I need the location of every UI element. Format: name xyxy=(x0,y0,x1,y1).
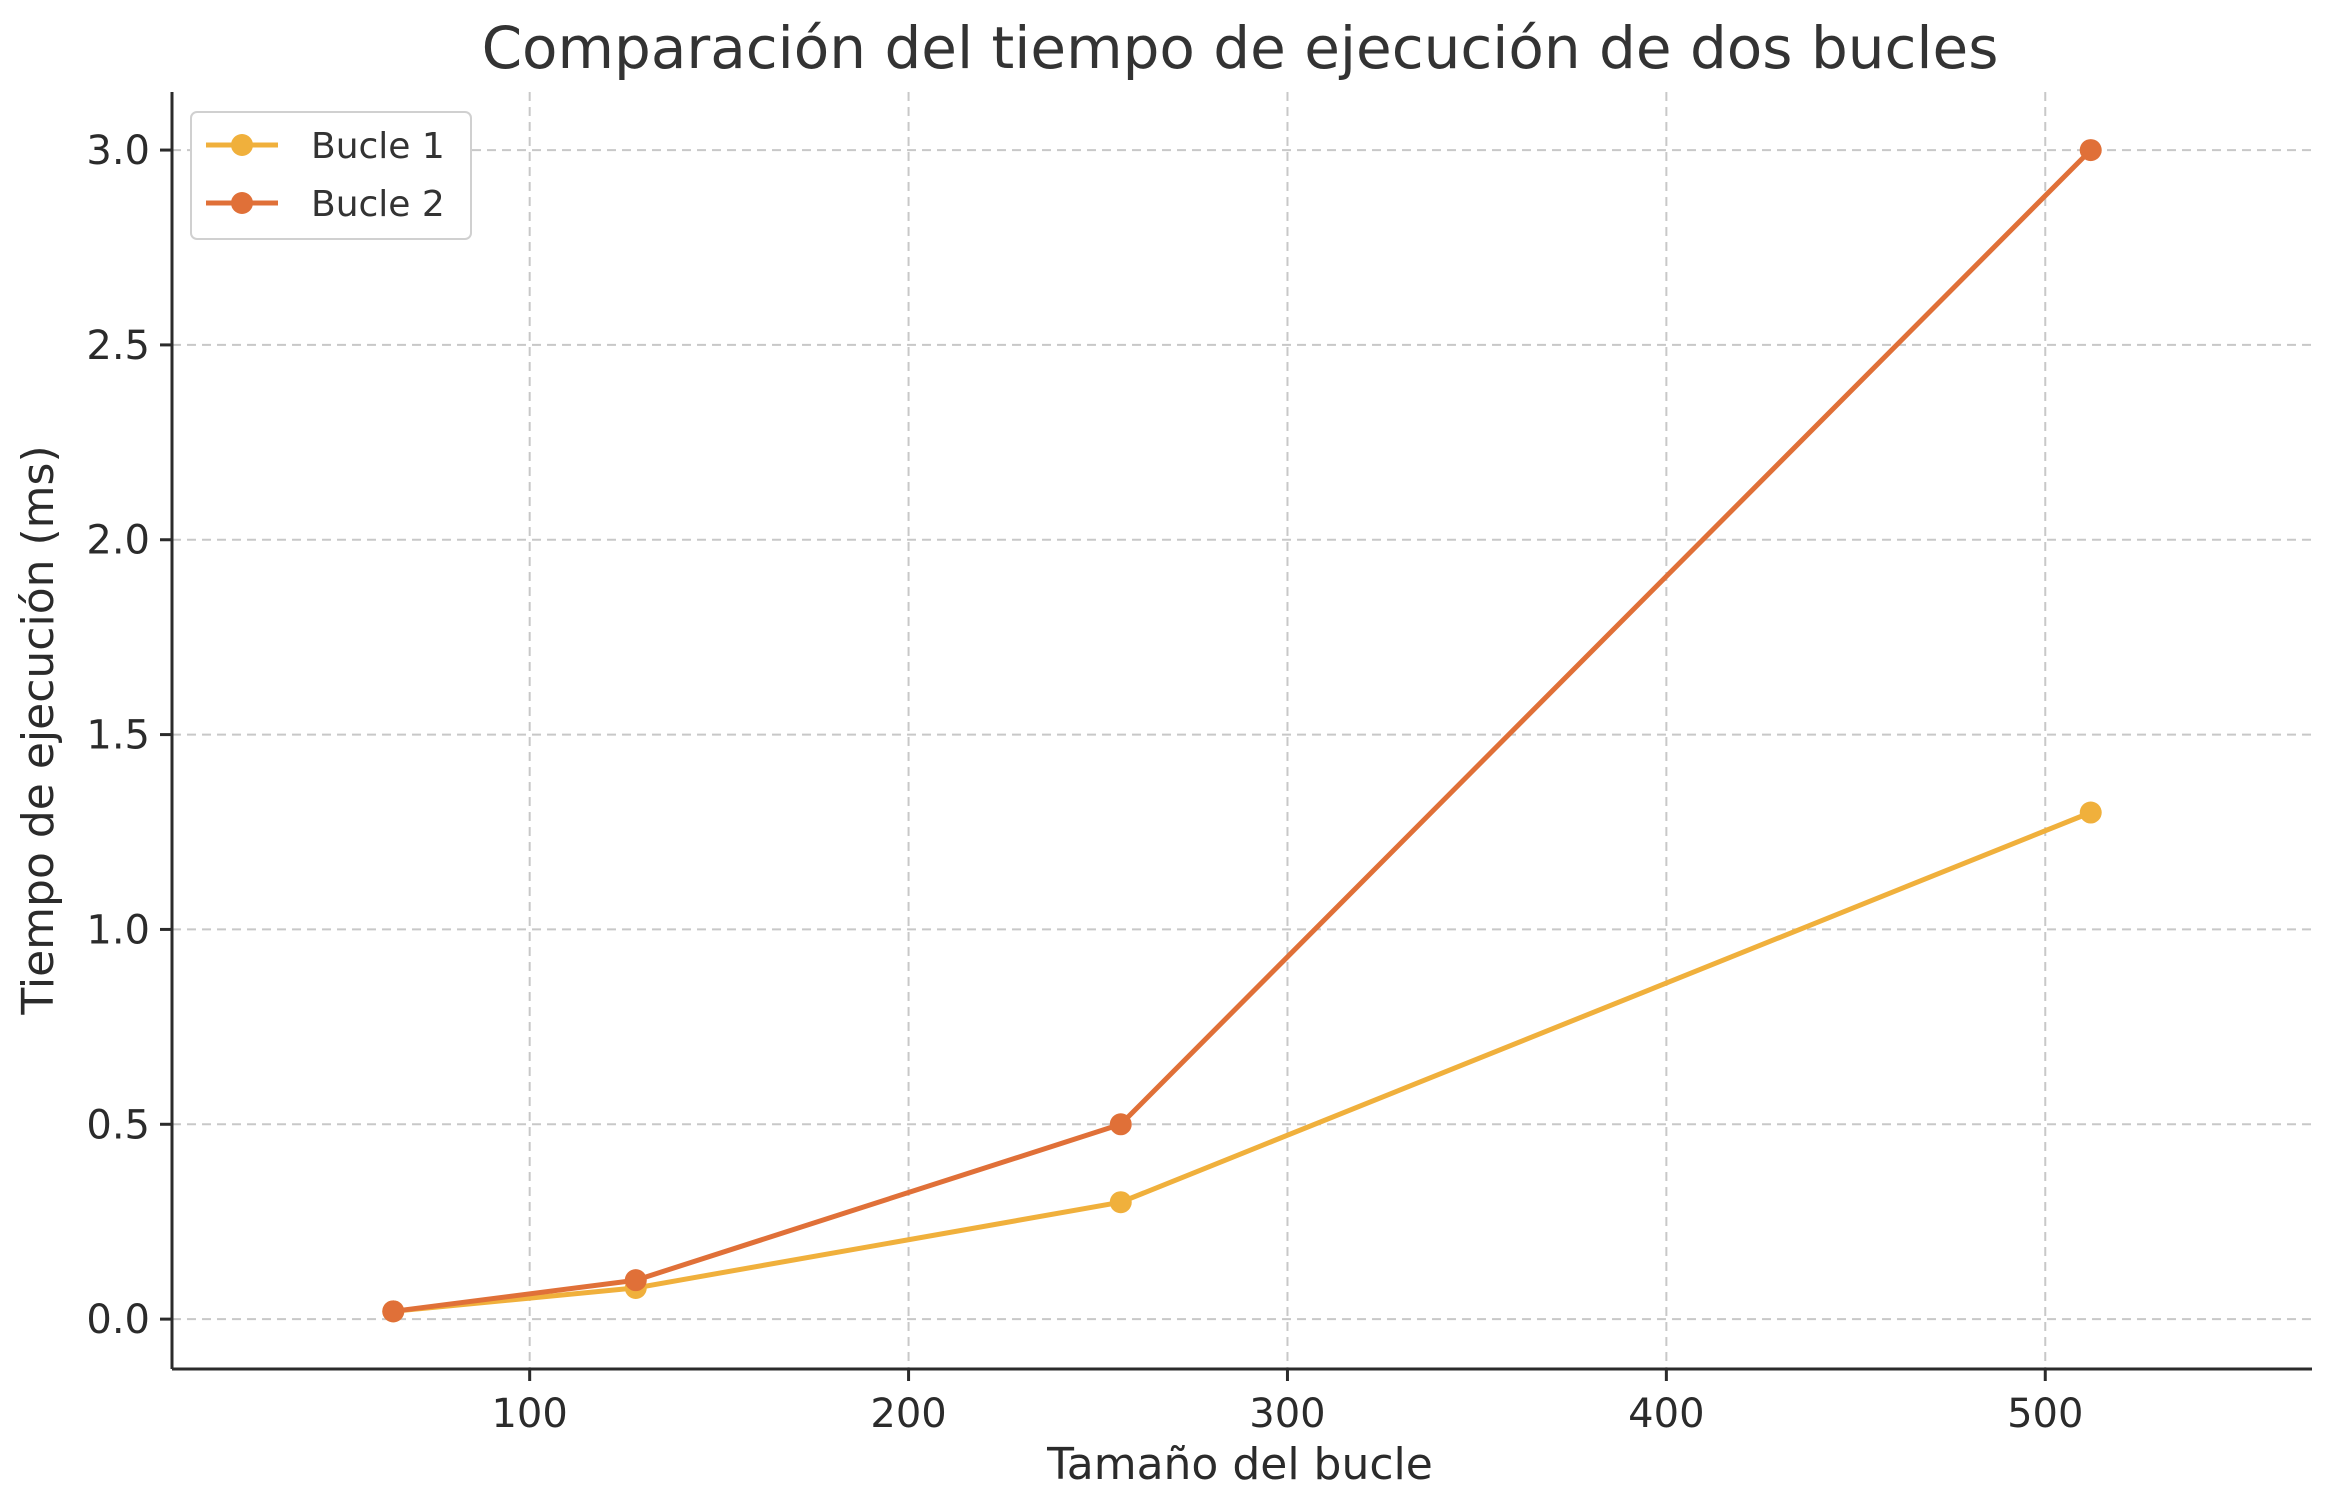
series-lines xyxy=(382,139,2102,1323)
y-tick-label: 0.5 xyxy=(86,1102,150,1148)
x-tick-label: 500 xyxy=(2007,1391,2083,1437)
data-point xyxy=(2079,139,2102,162)
axes-spines xyxy=(170,92,2312,1371)
data-point xyxy=(624,1269,647,1292)
y-tick-label: 0.0 xyxy=(86,1297,150,1343)
y-tick-label: 2.0 xyxy=(86,518,150,564)
grid-lines xyxy=(172,92,2312,1369)
x-tick-label: 300 xyxy=(1249,1391,1325,1437)
y-axis-ticks: 0.0 0.5 1.0 1.5 2.0 2.5 3.0 xyxy=(86,128,172,1343)
x-axis-ticks: 100 200 300 400 500 xyxy=(491,1369,2083,1437)
legend-label: Bucle 2 xyxy=(311,184,445,225)
x-tick-label: 200 xyxy=(870,1391,946,1437)
series-line xyxy=(390,147,2094,1314)
series-group xyxy=(382,801,2102,1323)
legend-item: Bucle 1 xyxy=(206,126,445,167)
x-axis-label: Tamaño del bucle xyxy=(1046,1439,1433,1490)
y-tick-label: 1.0 xyxy=(86,907,150,953)
series-line xyxy=(390,810,2094,1314)
chart-title: Comparación del tiempo de ejecución de d… xyxy=(482,14,1999,82)
data-point xyxy=(2079,801,2102,824)
series-group xyxy=(382,139,2102,1323)
data-point xyxy=(382,1300,405,1323)
y-tick-label: 3.0 xyxy=(86,128,150,174)
legend: Bucle 1 Bucle 2 xyxy=(190,111,472,240)
legend-marker xyxy=(231,134,253,156)
data-point xyxy=(1109,1191,1132,1214)
legend-label: Bucle 1 xyxy=(311,126,445,167)
legend-marker xyxy=(231,192,253,214)
y-tick-label: 1.5 xyxy=(86,713,150,759)
y-axis-label: Tiempo de ejecución (ms) xyxy=(13,445,64,1015)
x-tick-label: 400 xyxy=(1628,1391,1704,1437)
legend-item: Bucle 2 xyxy=(206,184,445,225)
data-point xyxy=(1109,1113,1132,1136)
y-tick-label: 2.5 xyxy=(86,323,150,369)
x-tick-label: 100 xyxy=(491,1391,567,1437)
